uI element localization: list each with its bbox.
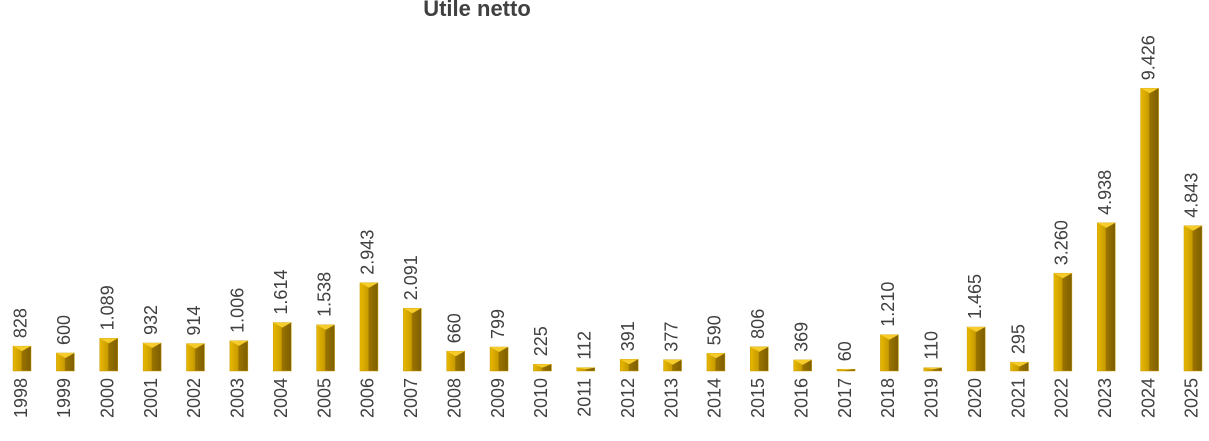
- x-tick-label: 2006: [358, 378, 378, 418]
- chart-title: Utile netto: [423, 0, 531, 21]
- bar-bevel: [793, 359, 812, 365]
- value-label: 4.843: [1182, 173, 1202, 218]
- x-tick-label: 1998: [11, 378, 31, 418]
- value-label: 806: [748, 309, 768, 339]
- x-tick-label: 2024: [1138, 378, 1158, 418]
- bar-bevel: [273, 322, 292, 328]
- value-label: 9.426: [1138, 35, 1158, 80]
- bar-bevel: [316, 324, 335, 330]
- value-label: 600: [54, 315, 74, 345]
- x-tick-label: 2012: [618, 378, 638, 418]
- x-tick-label: 2000: [97, 378, 117, 418]
- value-label: 660: [444, 313, 464, 343]
- bar-bevel: [706, 353, 725, 359]
- value-label: 799: [488, 309, 508, 339]
- x-tick-label: 2001: [141, 378, 161, 418]
- bar-bevel: [576, 367, 595, 370]
- x-tick-label: 2015: [748, 378, 768, 418]
- x-tick-label: 2008: [444, 378, 464, 418]
- bar: [1097, 222, 1116, 372]
- bar: [316, 324, 335, 372]
- value-label: 225: [531, 326, 551, 356]
- value-label: 1.006: [228, 288, 248, 333]
- bar: [1140, 87, 1159, 372]
- value-label: 391: [618, 321, 638, 351]
- value-label: 1.538: [314, 272, 334, 317]
- bar-bevel: [1010, 362, 1029, 367]
- value-label: 828: [11, 308, 31, 338]
- bar-bevel: [663, 359, 682, 365]
- bar-bevel: [1183, 225, 1202, 231]
- bar: [272, 322, 292, 372]
- value-label: 112: [575, 331, 595, 360]
- bar-bevel: [837, 369, 856, 371]
- value-label: 4.938: [1095, 170, 1115, 215]
- value-label: 914: [184, 306, 204, 336]
- bar-bevel: [923, 367, 942, 370]
- value-label: 60: [835, 341, 855, 361]
- bar: [359, 282, 379, 372]
- bar-bevel: [229, 340, 248, 346]
- bar-bevel: [186, 343, 205, 349]
- value-label: 377: [661, 322, 681, 352]
- x-tick-label: 2002: [184, 378, 204, 418]
- bar-bevel: [1140, 88, 1159, 94]
- bar-bevel: [620, 359, 639, 365]
- bar-bevel: [403, 308, 422, 314]
- bar-bevel: [13, 346, 31, 352]
- value-label: 295: [1008, 324, 1028, 354]
- bar-bevel: [1053, 273, 1072, 279]
- x-tick-label: 2017: [835, 378, 855, 418]
- x-tick-label: 2007: [401, 378, 421, 418]
- x-tick-label: 2011: [575, 378, 595, 417]
- x-tick-label: 2004: [271, 378, 291, 418]
- bar: [880, 334, 899, 372]
- x-tick-label: 2003: [228, 378, 248, 418]
- x-tick-label: 2014: [705, 378, 725, 418]
- bar: [1183, 225, 1203, 372]
- value-label: 110: [922, 331, 942, 360]
- x-tick-label: 2016: [791, 378, 811, 418]
- x-tick-label: 2018: [878, 378, 898, 418]
- value-label: 1.465: [965, 274, 985, 319]
- x-tick-label: 2009: [488, 378, 508, 418]
- bar: [403, 308, 422, 372]
- x-tick-label: 2023: [1095, 378, 1115, 418]
- value-label: 1.614: [271, 270, 291, 315]
- x-tick-label: 2022: [1052, 378, 1072, 418]
- bar-bevel: [99, 338, 118, 344]
- bar-bevel: [359, 282, 378, 288]
- value-label: 369: [791, 322, 811, 352]
- bar-bevel: [490, 347, 509, 353]
- x-tick-label: 2010: [531, 378, 551, 418]
- x-tick-label: 2013: [661, 378, 681, 418]
- x-tick-label: 2020: [965, 378, 985, 418]
- x-tick-label: 2019: [922, 378, 942, 418]
- value-label: 1.210: [878, 282, 898, 327]
- bar-bevel: [56, 353, 75, 358]
- bar-bevel: [143, 343, 162, 349]
- bar-bevel: [750, 346, 769, 352]
- value-label: 932: [141, 305, 161, 335]
- x-tick-label: 2025: [1182, 378, 1202, 418]
- bar: [966, 326, 986, 372]
- value-label: 1.089: [97, 285, 117, 330]
- bar: [1053, 272, 1073, 372]
- bar-bevel: [1097, 222, 1116, 228]
- bar-bevel: [967, 327, 986, 333]
- value-label: 2.943: [358, 230, 378, 275]
- x-tick-label: 2005: [314, 378, 334, 418]
- value-label: 590: [705, 315, 725, 345]
- bar-bevel: [533, 364, 552, 368]
- x-tick-label: 2021: [1008, 378, 1028, 418]
- x-tick-label: 1999: [54, 378, 74, 418]
- bar-bevel: [880, 334, 899, 340]
- value-label: 3.260: [1052, 220, 1072, 265]
- bar-bevel: [446, 351, 465, 357]
- value-label: 2.091: [401, 255, 421, 300]
